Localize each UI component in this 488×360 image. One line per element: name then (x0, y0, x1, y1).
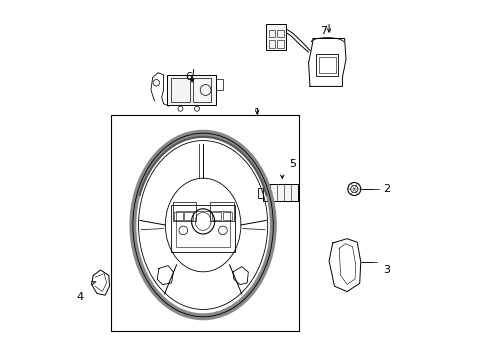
Bar (265, 24, 285, 50)
Bar (257, 188, 263, 198)
Bar (210, 202, 233, 221)
Bar (212, 212, 221, 220)
Bar (176, 211, 230, 247)
Text: 3: 3 (383, 265, 389, 275)
Bar (277, 30, 283, 37)
Bar (111, 115, 298, 331)
Text: 7: 7 (320, 26, 326, 36)
Bar (215, 79, 223, 90)
Bar (170, 78, 190, 102)
Bar (172, 202, 196, 221)
Bar (223, 212, 231, 220)
Bar (173, 212, 182, 220)
Bar (318, 57, 335, 73)
Bar (316, 54, 337, 76)
Bar (277, 40, 283, 48)
Bar (170, 205, 235, 252)
Bar (268, 40, 275, 48)
Bar (263, 184, 297, 201)
Bar (268, 30, 275, 37)
Text: 4: 4 (76, 292, 83, 302)
Bar (184, 212, 193, 220)
Text: 6: 6 (185, 72, 192, 82)
Bar (193, 78, 211, 102)
Text: 5: 5 (289, 159, 296, 169)
Bar (167, 75, 215, 105)
Text: 1: 1 (253, 108, 260, 118)
Text: 2: 2 (383, 184, 389, 194)
